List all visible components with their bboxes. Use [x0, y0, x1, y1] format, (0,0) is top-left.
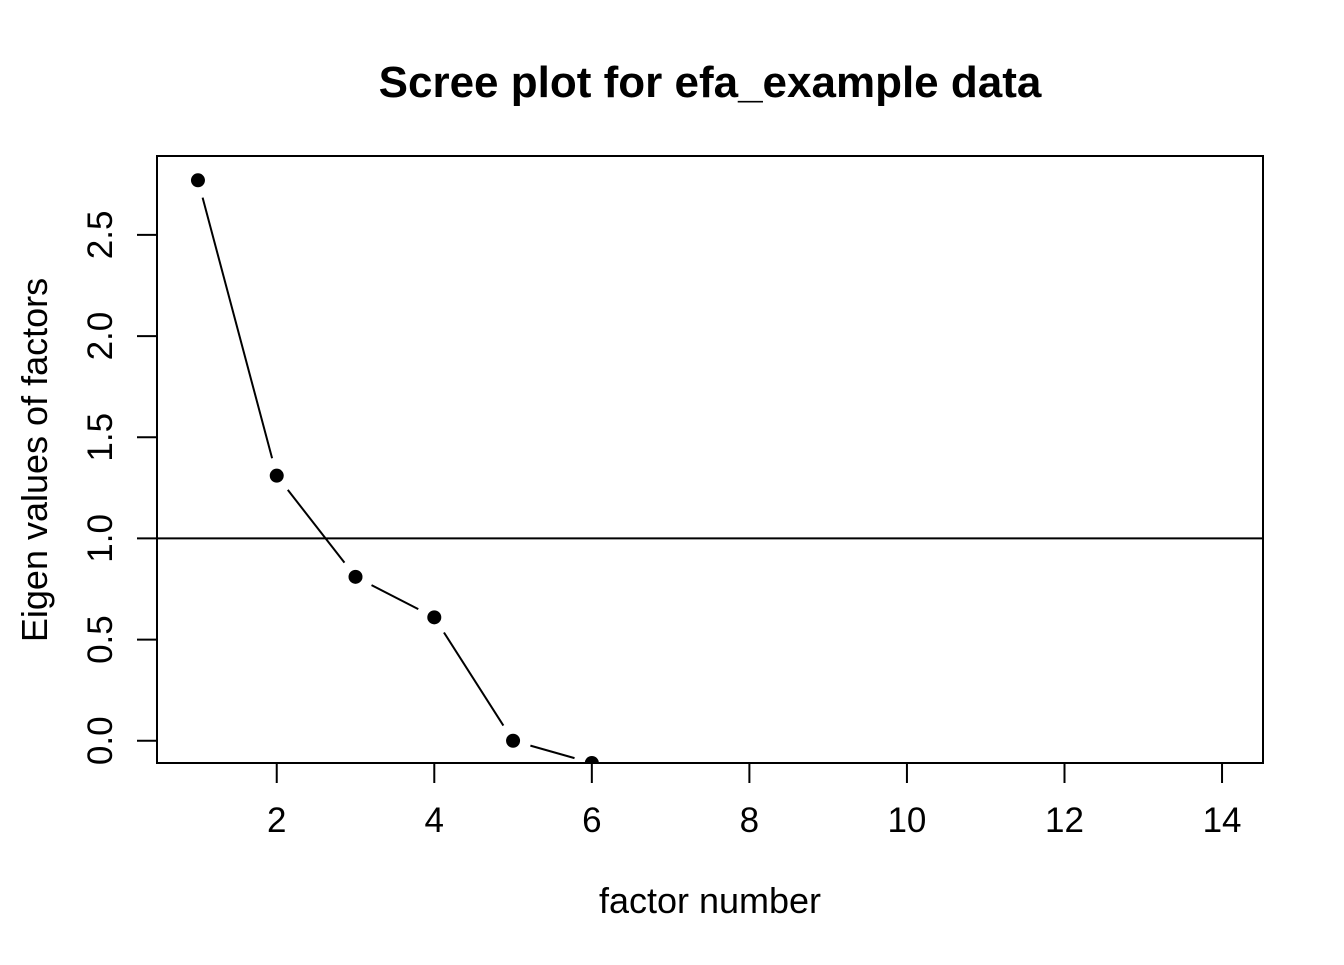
chart-title: Scree plot for efa_example data [379, 58, 1042, 107]
x-tick-label: 8 [740, 801, 759, 840]
x-tick-label: 4 [425, 801, 444, 840]
axis-ticks: 2 4 6 8 10 12 14 0.0 0.5 1.0 1.5 2.0 2.5 [81, 211, 1242, 840]
x-tick-label: 14 [1203, 801, 1242, 840]
y-tick-label: 2.0 [81, 312, 120, 361]
data-point [427, 610, 442, 625]
y-tick-label: 1.5 [81, 413, 120, 462]
y-axis-label: Eigen values of factors [14, 278, 55, 642]
y-tick-label: 0.5 [81, 615, 120, 664]
plot-box [156, 155, 1264, 764]
x-tick-label: 2 [267, 801, 286, 840]
x-tick-label: 12 [1045, 801, 1084, 840]
data-point [190, 173, 205, 188]
data-line-segment [287, 489, 346, 564]
data-line-segment [201, 197, 274, 459]
data-line-segment [530, 744, 575, 760]
y-tick-label: 1.0 [81, 514, 120, 563]
x-tick-label: 10 [887, 801, 926, 840]
y-tick-label: 0.0 [81, 716, 120, 765]
data-line-segment [371, 584, 419, 610]
x-tick-label: 6 [582, 801, 601, 840]
data-point [584, 756, 599, 763]
data-point [269, 468, 284, 483]
data-point [348, 569, 363, 584]
x-axis-label: factor number [599, 880, 821, 921]
y-tick-label: 2.5 [81, 211, 120, 260]
data-point [506, 733, 521, 748]
data-series-group [190, 173, 599, 763]
data-line-segment [443, 631, 505, 727]
